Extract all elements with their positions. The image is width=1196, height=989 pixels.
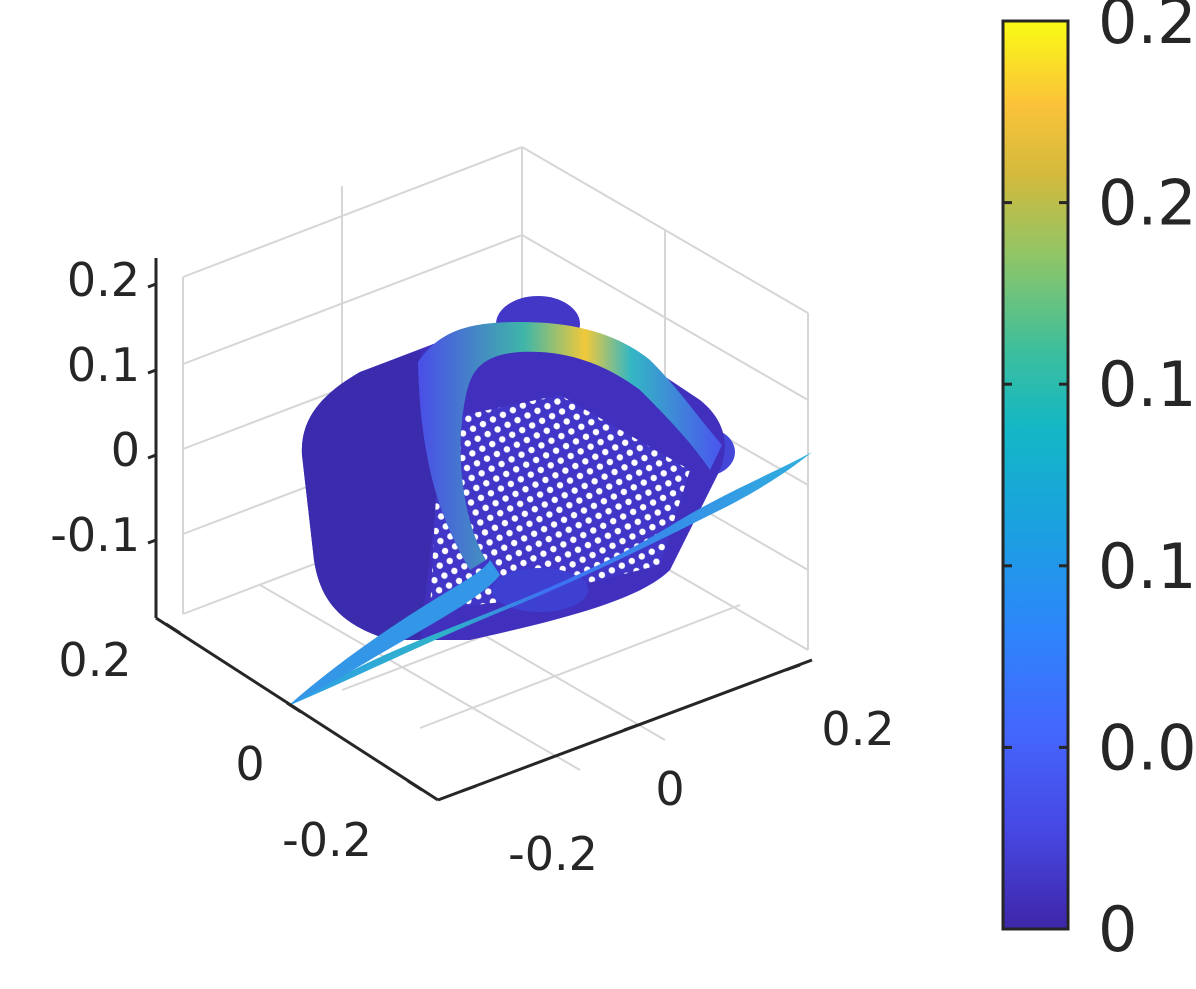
y-tick-label: 0	[235, 737, 264, 791]
x-tick-labels: -0.2 0 0.2	[508, 702, 894, 881]
x-tick-label: -0.2	[508, 827, 598, 881]
cloth-fold	[418, 322, 722, 570]
x-tick-label: 0	[655, 762, 684, 816]
tick-marks	[147, 282, 801, 793]
cloth-edge	[288, 560, 500, 706]
x-tick-label: 0.2	[821, 702, 894, 756]
colorbar-tick-labels: 0 0.0 0.1 0.1 0.2 0.2	[1098, 0, 1196, 966]
y-tick-label: -0.2	[282, 813, 372, 867]
cloth-sheet	[288, 452, 812, 706]
z-tick-labels: 0.2 0.1 0 -0.1	[50, 253, 140, 562]
z-tick-label: 0.2	[67, 253, 140, 307]
colorbar-ticks	[1003, 19, 1068, 749]
y-tick-label: 0.2	[58, 633, 131, 687]
z-tick-label: 0.1	[67, 338, 140, 392]
point-cloud-left-face	[301, 350, 440, 640]
colorbar-tick-label: 0.1	[1098, 530, 1196, 603]
y-tick-labels: 0.2 0 -0.2	[58, 633, 371, 867]
colorbar: 0 0.0 0.1 0.1 0.2 0.2	[1001, 0, 1196, 966]
colorbar-tick-label: 0.2	[1098, 167, 1196, 240]
z-tick-label: 0	[111, 423, 140, 477]
z-tick-label: -0.1	[50, 508, 140, 562]
colorbar-tick-label: 0.0	[1098, 711, 1196, 784]
colorbar-tick-label: 0.2	[1098, 0, 1196, 58]
colorbar-gradient	[1001, 19, 1070, 931]
point-cloud-inner-ring	[492, 568, 588, 612]
cloth-surface	[288, 322, 812, 706]
colorbar-tick-label: 0.1	[1098, 348, 1196, 421]
colorbar-tick-label: 0	[1098, 893, 1137, 966]
